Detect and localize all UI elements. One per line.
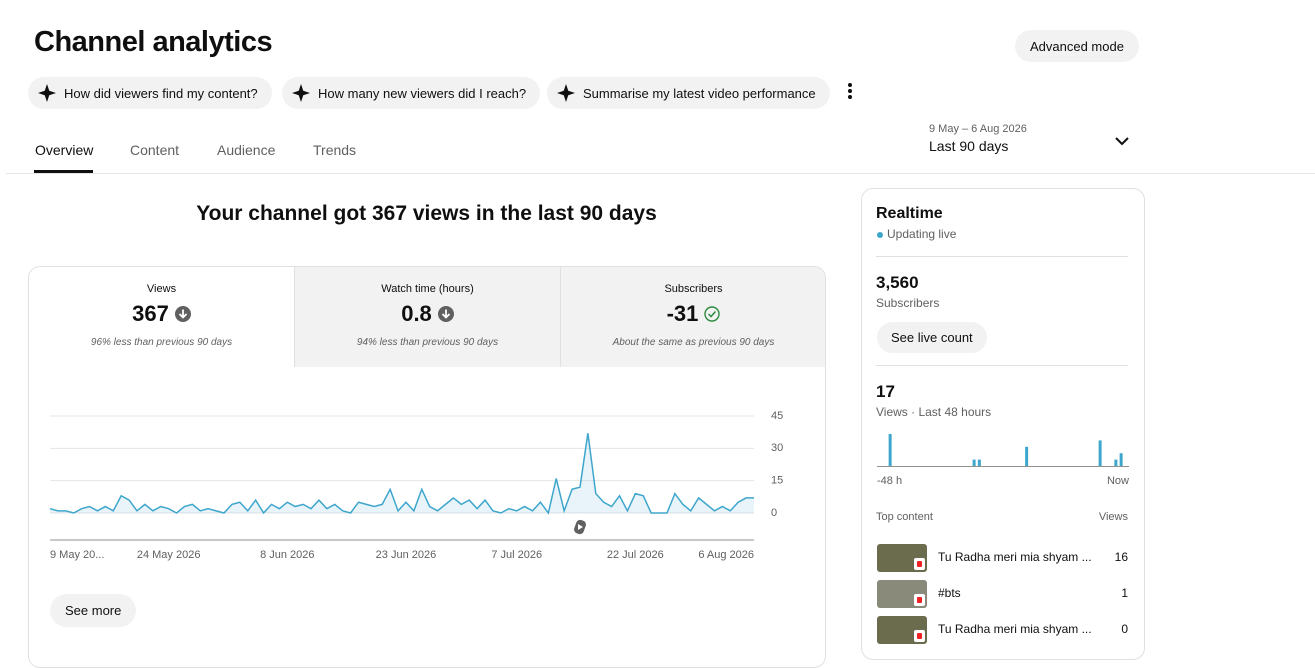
content-views: 0	[1121, 622, 1128, 636]
tab[interactable]: Content	[130, 142, 180, 158]
metric-label: Subscribers	[664, 283, 723, 295]
metric-value: 0.8	[401, 301, 432, 326]
subscriber-count: 3,560	[876, 273, 919, 292]
tab[interactable]: Trends	[313, 142, 357, 158]
metric-tab[interactable]: Watch time (hours) 0.8 94% less than pre…	[294, 267, 560, 367]
metric-value: 367	[132, 301, 169, 326]
subscriber-label: Subscribers	[876, 296, 940, 310]
thumbnail[interactable]	[877, 616, 927, 644]
content-title[interactable]: Tu Radha meri mia shyam ...	[938, 622, 1092, 636]
date-range-label[interactable]: Last 90 days	[929, 138, 1009, 154]
prompt-chip[interactable]: How many new viewers did I reach?	[282, 77, 541, 109]
prompt-text: Summarise my latest video performance	[583, 85, 816, 101]
page-title: Channel analytics	[34, 26, 273, 58]
prompt-chip[interactable]: Summarise my latest video performance	[547, 77, 830, 109]
content-title[interactable]: #bts	[938, 586, 961, 600]
see-more-button[interactable]: See more	[50, 594, 137, 627]
down-icon	[437, 306, 454, 322]
divider	[876, 365, 1128, 366]
prompt-chip[interactable]: How did viewers find my content?	[28, 77, 272, 109]
divider	[876, 256, 1128, 257]
metric-tab[interactable]: Views 367 96% less than previous 90 days	[29, 267, 294, 367]
live-count-button[interactable]: See live count	[877, 322, 987, 353]
date-range: 9 May – 6 Aug 2026	[929, 123, 1027, 135]
metric-note: 94% less than previous 90 days	[356, 337, 499, 348]
top-content-header: Top content	[876, 511, 933, 523]
prompt-text: How many new viewers did I reach?	[318, 85, 527, 101]
metric-label: Views	[146, 283, 177, 295]
tab-indicator	[34, 170, 93, 173]
check-icon	[704, 306, 721, 322]
metric-note: About the same as previous 90 days	[612, 337, 775, 348]
metric-note: 96% less than previous 90 days	[90, 337, 233, 348]
views-header: Views	[1098, 511, 1128, 523]
prompt-text: How did viewers find my content?	[64, 85, 258, 101]
realtime-views: 17	[876, 382, 895, 401]
metric-tab[interactable]: Subscribers -31 About the same as previo…	[560, 267, 825, 367]
sparkle-icon	[557, 84, 575, 102]
sparkle-icon	[38, 84, 56, 102]
tab[interactable]: Overview	[35, 142, 94, 158]
sparkle-icon	[292, 84, 310, 102]
overview-card: Views 367 96% less than previous 90 days…	[28, 266, 826, 668]
realtime-views-label: Views · Last 48 hours	[876, 405, 992, 419]
metric-label: Watch time (hours)	[381, 283, 474, 295]
tab[interactable]: Audience	[217, 142, 276, 158]
more-menu[interactable]	[843, 82, 857, 102]
thumbnail[interactable]	[877, 544, 927, 572]
live-dot	[877, 232, 883, 238]
summary-heading: Your channel got 367 views in the last 9…	[196, 202, 657, 225]
realtime-status: Updating live	[887, 227, 957, 241]
metric-value: -31	[666, 301, 699, 326]
content-views: 16	[1114, 550, 1128, 564]
content-views: 1	[1121, 586, 1128, 600]
realtime-title: Realtime	[876, 205, 943, 222]
thumbnail[interactable]	[877, 580, 927, 608]
down-icon	[174, 306, 191, 322]
page: Channel analytics Advanced mode How did …	[6, 26, 1315, 668]
advanced-mode-button[interactable]: Advanced mode	[1015, 30, 1139, 62]
divider	[6, 173, 1315, 174]
content-title[interactable]: Tu Radha meri mia shyam ...	[938, 550, 1092, 564]
dropdown-arrow[interactable]	[1114, 135, 1130, 147]
